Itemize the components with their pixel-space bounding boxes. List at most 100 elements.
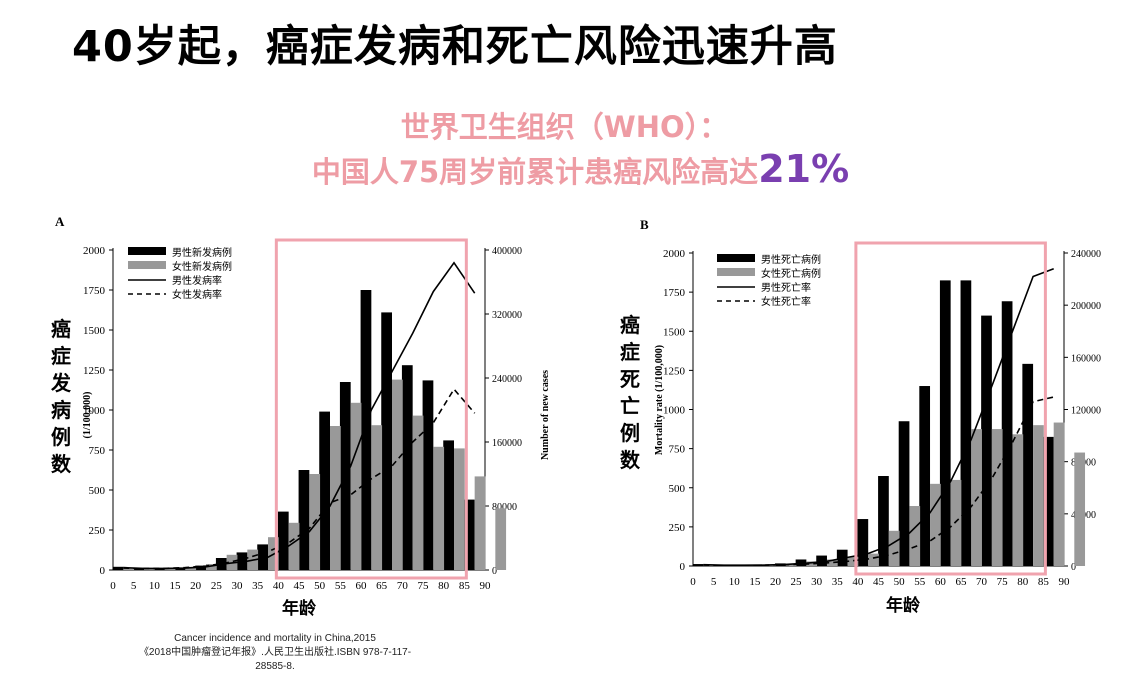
x-tick-label: 25 <box>791 576 803 588</box>
x-tick-label: 5 <box>131 580 137 592</box>
x-tick-label: 30 <box>811 576 823 588</box>
female-bar <box>454 448 465 570</box>
female-bar <box>206 564 217 570</box>
female-bar <box>433 446 445 570</box>
legend-label: 男性死亡病例 <box>761 253 821 266</box>
mortality-xaxis-name: 年龄 <box>886 596 920 616</box>
who-subtitle: 世界卫生组织（WHO）： <box>400 110 729 144</box>
y-tick-label: 750 <box>669 444 686 456</box>
male-bar <box>443 440 454 570</box>
y-tick-label: 1750 <box>83 285 106 297</box>
y-tick-label: 1750 <box>663 287 686 299</box>
x-tick-label: 10 <box>149 580 161 592</box>
female-bar <box>868 553 879 566</box>
female-bar <box>371 425 383 570</box>
female-bar <box>495 508 507 570</box>
female-bar <box>909 506 921 566</box>
y2-tick-label: 160000 <box>1071 353 1101 364</box>
x-tick-label: 20 <box>770 576 782 588</box>
male-bar <box>133 568 144 570</box>
female-bar <box>785 564 797 566</box>
male-bar <box>174 568 186 570</box>
female-bar <box>330 426 341 570</box>
male-bar <box>857 519 869 566</box>
legend-label: 男性新发病例 <box>172 246 232 259</box>
female-bar <box>392 379 403 570</box>
male-rate-line <box>123 261 476 570</box>
male-bar <box>381 312 392 570</box>
female-bar <box>1053 422 1065 566</box>
y-tick-label: 500 <box>89 485 106 497</box>
legend-swatch-female-bar <box>128 261 166 269</box>
x-tick-label: 50 <box>314 580 326 592</box>
male-bar <box>153 568 165 570</box>
x-tick-label: 30 <box>232 580 244 592</box>
x-tick-label: 75 <box>418 580 430 592</box>
male-bar <box>277 511 289 570</box>
x-tick-label: 55 <box>914 576 926 588</box>
incidence-chart: A025050075010001250150017502000080000160… <box>55 214 551 592</box>
female-bar <box>412 415 424 570</box>
y2-tick-label: 240000 <box>492 374 522 385</box>
x-tick-label: 85 <box>459 580 471 592</box>
x-tick-label: 65 <box>955 576 967 588</box>
x-tick-label: 80 <box>1017 576 1029 588</box>
male-bar <box>981 315 992 566</box>
female-bar <box>847 556 859 566</box>
y-tick-label: 1500 <box>663 326 686 338</box>
page-title: 40岁起，癌症发病和死亡风险迅速升高 <box>72 22 838 72</box>
source-citation: Cancer incidence and mortality in China,… <box>130 632 420 674</box>
x-tick-label: 85 <box>1038 576 1050 588</box>
panel-label: A <box>55 214 65 229</box>
legend-swatch-female-bar <box>717 268 755 276</box>
y2-tick-label: 400000 <box>492 246 522 257</box>
male-bar <box>257 544 268 570</box>
mortality-chart: B025050075010001250150017502000040000800… <box>640 217 1101 588</box>
male-rate-line <box>703 267 1054 567</box>
male-bar <box>878 476 889 566</box>
y-tick-label: 0 <box>680 561 686 573</box>
x-tick-label: 35 <box>832 576 844 588</box>
legend-label: 女性死亡率 <box>761 295 811 308</box>
male-bar <box>422 380 434 570</box>
y-tick-label: 250 <box>89 525 106 537</box>
x-tick-label: 70 <box>397 580 409 592</box>
female-bar <box>185 567 197 570</box>
legend-label: 女性死亡病例 <box>761 267 821 280</box>
y-tick-label: 0 <box>100 565 106 577</box>
male-bar <box>112 566 124 570</box>
legend-label: 女性新发病例 <box>172 260 232 273</box>
x-tick-label: 0 <box>110 580 116 592</box>
x-tick-label: 55 <box>335 580 347 592</box>
y-axis-title: (1/100,000) <box>82 392 93 439</box>
y-tick-label: 250 <box>669 522 686 534</box>
x-tick-label: 90 <box>1059 576 1071 588</box>
female-bar <box>1012 434 1024 566</box>
risk-subtitle-text: 中国人75周岁前累计患癌风险高达 <box>311 155 759 189</box>
x-tick-label: 90 <box>480 580 492 592</box>
x-tick-label: 65 <box>376 580 388 592</box>
y-tick-label: 1250 <box>83 365 106 377</box>
female-rate-line <box>123 387 476 570</box>
male-bar <box>919 386 931 566</box>
y-tick-label: 2000 <box>83 245 106 257</box>
female-bar <box>930 483 941 566</box>
male-bar <box>960 280 972 566</box>
y2-tick-label: 160000 <box>492 438 522 449</box>
x-tick-label: 50 <box>894 576 906 588</box>
male-bar <box>298 470 310 570</box>
source-line-2: 《2018中国肿瘤登记年报》.人民卫生出版社.ISBN 978-7-117-28… <box>138 647 412 672</box>
legend-label: 男性发病率 <box>172 274 222 287</box>
male-bar <box>1042 436 1054 566</box>
y-tick-label: 1500 <box>83 325 106 337</box>
y2-tick-label: 0 <box>492 566 497 577</box>
female-bar <box>474 476 486 570</box>
male-bar <box>816 555 827 566</box>
x-tick-label: 60 <box>356 580 368 592</box>
x-tick-label: 0 <box>690 576 696 588</box>
legend-label: 女性发病率 <box>172 288 222 301</box>
male-bar <box>692 564 704 566</box>
male-bar <box>898 421 910 566</box>
x-tick-label: 25 <box>211 580 223 592</box>
x-tick-label: 20 <box>190 580 202 592</box>
